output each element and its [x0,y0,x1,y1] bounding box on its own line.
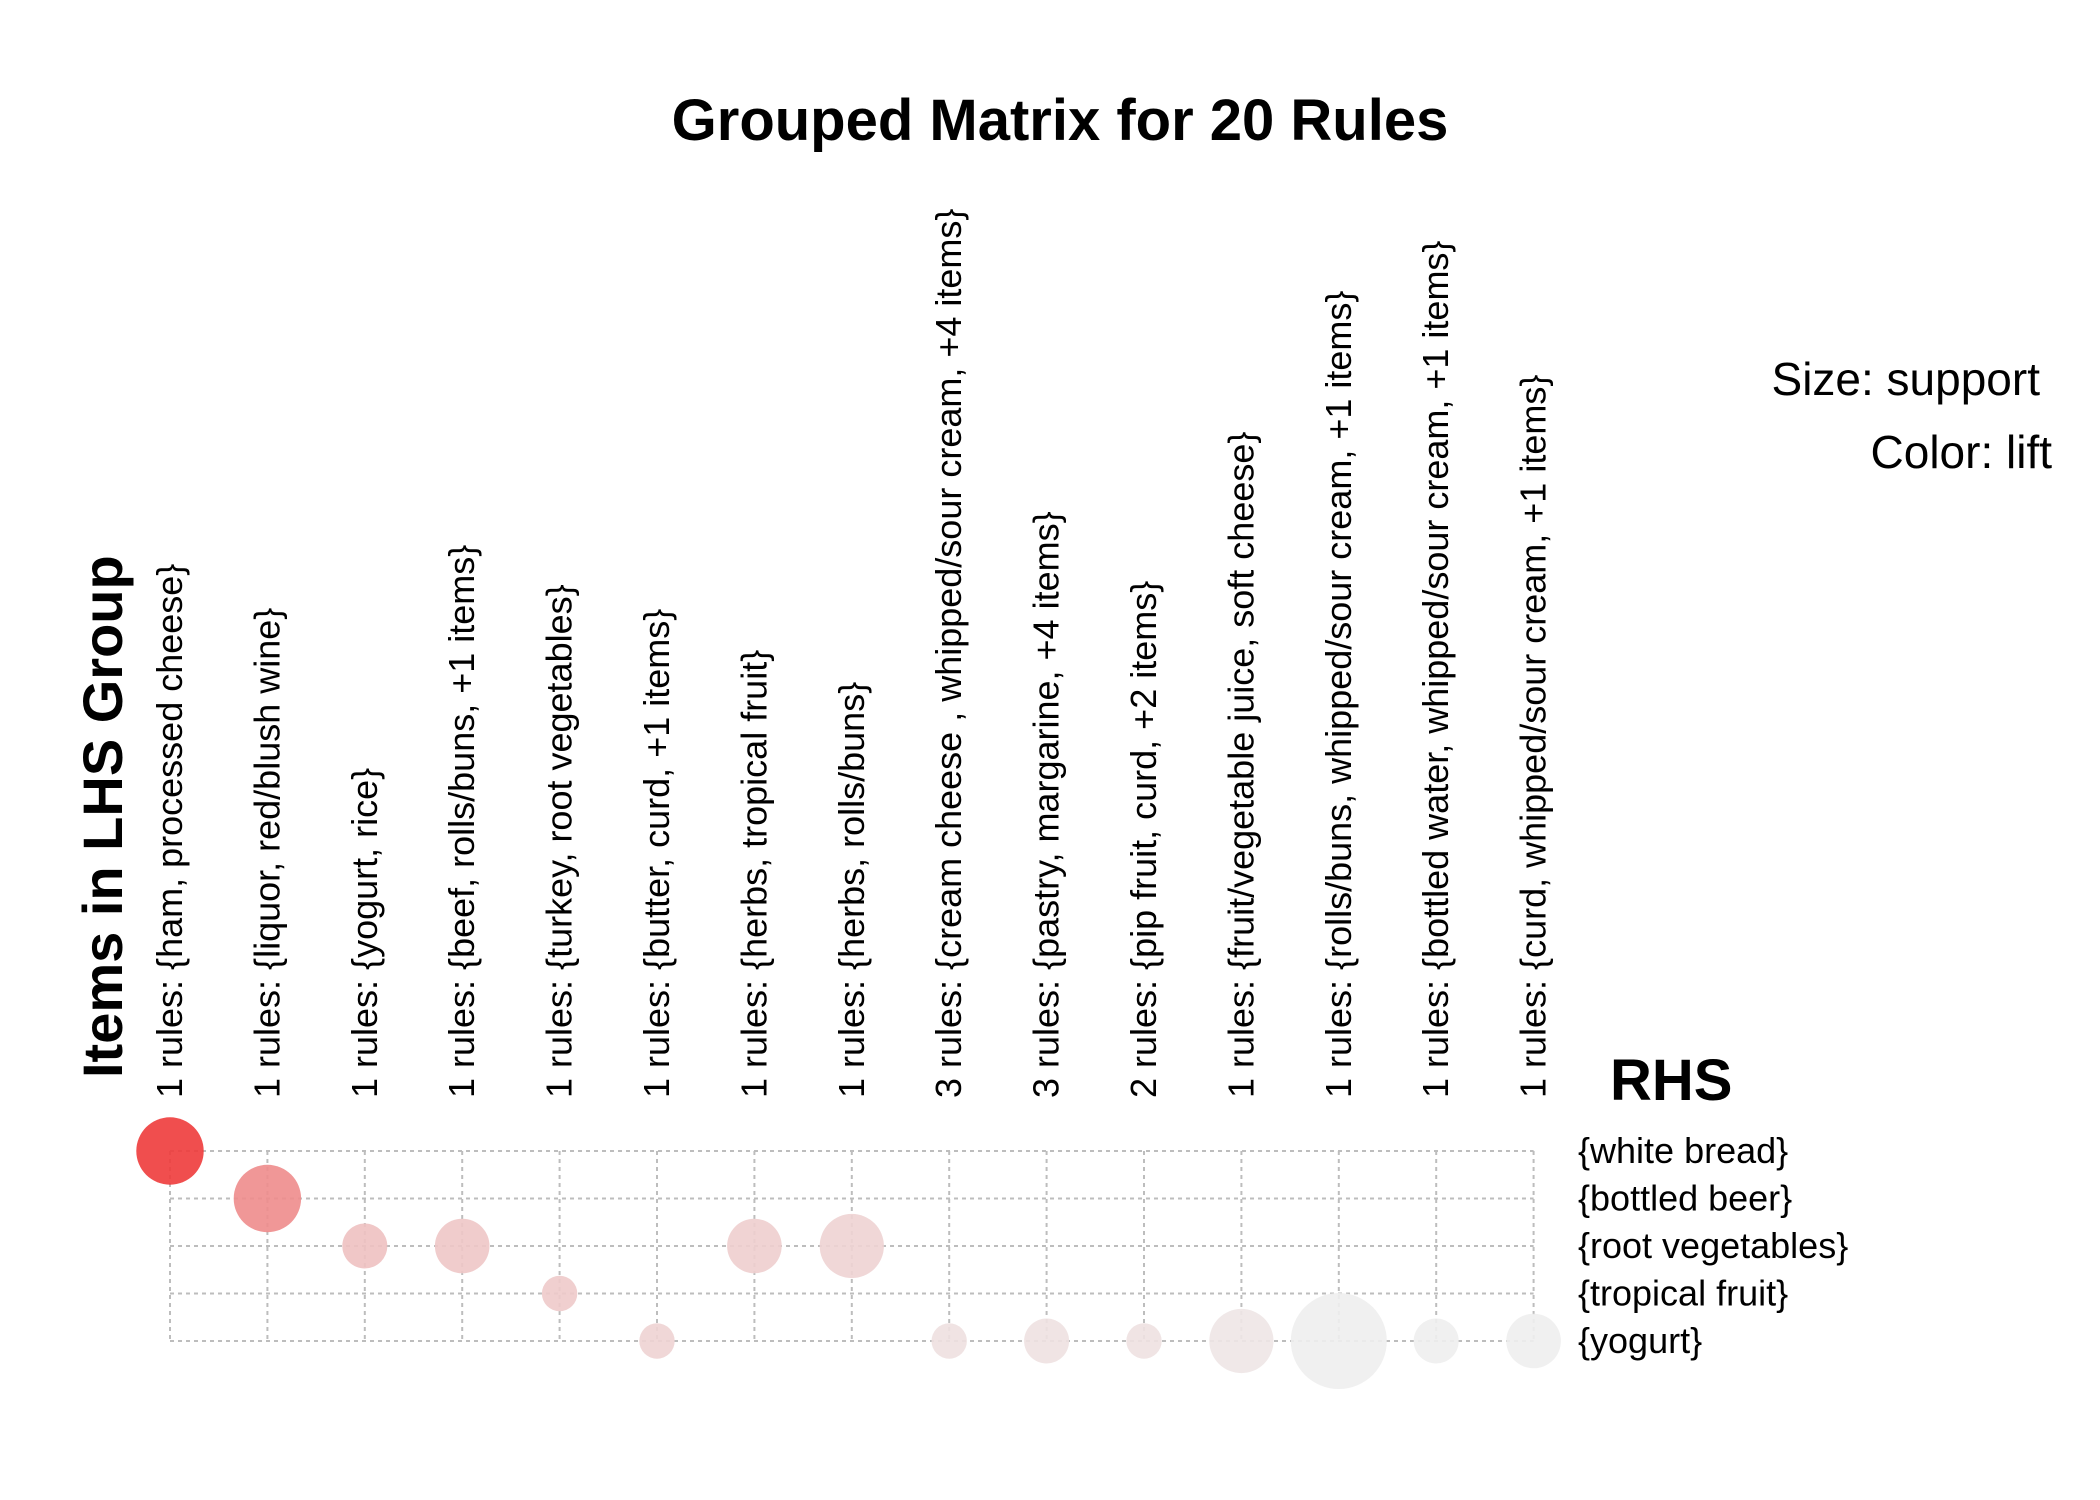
y-axis-title: RHS [1610,1048,1732,1113]
rhs-item-label: {root vegetables} [1578,1225,1848,1266]
lhs-group-label: 1 rules: {curd, whipped/sour cream, +1 i… [1513,375,1554,1098]
lhs-group-label: 1 rules: {butter, curd, +1 items} [636,609,677,1098]
lhs-group-labels: 1 rules: {ham, processed cheese} 1 rules:… [149,209,1554,1098]
lhs-group-label: 1 rules: {fruit/vegetable juice, soft ch… [1220,432,1261,1098]
rule-bubble [931,1323,967,1359]
lhs-group-label: 1 rules: {rolls/buns, whipped/sour cream… [1318,291,1359,1098]
lhs-group-label: 1 rules: {ham, processed cheese} [149,564,190,1098]
rule-bubble [1413,1318,1459,1364]
rule-bubble [136,1117,204,1185]
rule-bubble [541,1275,578,1312]
rule-bubble [1126,1323,1162,1359]
rule-bubble [819,1213,884,1279]
rule-bubble [639,1323,675,1359]
lhs-group-label: 1 rules: {beef, rolls/buns, +1 items} [441,545,482,1098]
lhs-group-label: 3 rules: {pastry, margarine, +4 items} [1026,511,1067,1098]
rhs-item-label: {white bread} [1578,1130,1788,1171]
rule-bubble [233,1164,302,1233]
lhs-group-label: 1 rules: {yogurt, rice} [344,768,385,1098]
rule-bubble [1209,1308,1274,1374]
chart-title: Grouped Matrix for 20 Rules [672,88,1449,153]
lhs-group-label: 1 rules: {turkey, root vegetables} [539,584,580,1098]
lhs-group-label: 2 rules: {pip fruit, curd, +2 items} [1123,581,1164,1098]
rhs-item-label: {yogurt} [1578,1320,1702,1361]
rhs-item-label: {bottled beer} [1578,1178,1792,1219]
rhs-labels: {white bread} {bottled beer} {root vegetab… [1578,1130,1848,1361]
rule-bubble [1024,1318,1070,1364]
lhs-group-label: 1 rules: {herbs, rolls/buns} [831,682,872,1098]
rule-bubble [727,1218,782,1274]
rule-bubbles [136,1117,1561,1389]
lhs-group-label: 1 rules: {liquor, red/blush wine} [246,608,287,1098]
rule-bubble [342,1223,388,1269]
rule-bubble [434,1218,490,1274]
lhs-group-label: 3 rules: {cream cheese , whipped/sour cr… [928,209,969,1098]
lhs-group-label: 1 rules: {herbs, tropical fruit} [733,650,774,1098]
legend-size-label: Size: support [1772,353,2041,405]
rule-bubble [1506,1313,1561,1369]
lhs-group-label: 1 rules: {bottled water, whipped/sour cr… [1415,241,1456,1098]
x-axis-title: Items in LHS Group [71,555,134,1078]
rhs-item-label: {tropical fruit} [1578,1273,1788,1314]
rule-bubble [1290,1293,1387,1389]
legend-color-label: Color: lift [1871,426,2053,478]
